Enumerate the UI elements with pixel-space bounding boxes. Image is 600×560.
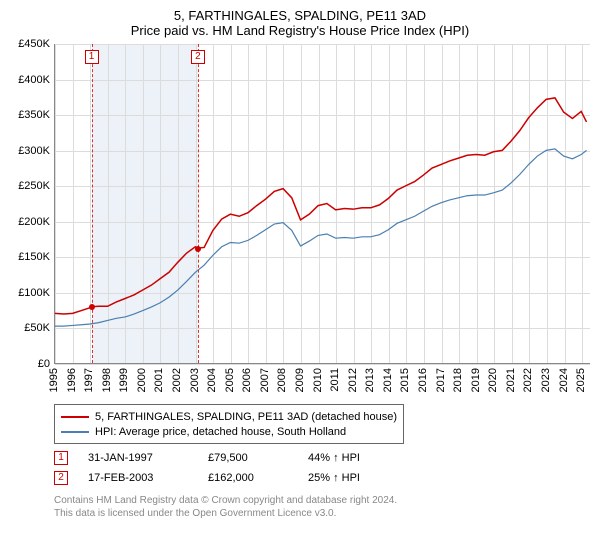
x-tick-label: 2011 bbox=[329, 368, 341, 392]
y-axis: £0£50K£100K£150K£200K£250K£300K£350K£400… bbox=[10, 44, 54, 400]
legend-label: HPI: Average price, detached house, Sout… bbox=[95, 426, 346, 438]
sale-date: 17-FEB-2003 bbox=[88, 472, 188, 484]
marker-line bbox=[92, 44, 93, 363]
x-tick-label: 2003 bbox=[189, 368, 201, 392]
y-tick-label: £450K bbox=[18, 38, 50, 50]
marker-badge: 2 bbox=[191, 50, 205, 64]
x-tick-label: 2014 bbox=[382, 368, 394, 392]
marker-line bbox=[198, 44, 199, 363]
x-tick-label: 2008 bbox=[276, 368, 288, 392]
y-tick-label: £300K bbox=[18, 145, 50, 157]
x-tick-label: 2018 bbox=[452, 368, 464, 392]
sale-delta: 44% ↑ HPI bbox=[308, 452, 398, 464]
x-tick-label: 2020 bbox=[487, 368, 499, 392]
chart-title: 5, FARTHINGALES, SPALDING, PE11 3AD bbox=[10, 8, 590, 23]
legend-item: 5, FARTHINGALES, SPALDING, PE11 3AD (det… bbox=[61, 409, 397, 424]
sale-price: £162,000 bbox=[208, 472, 288, 484]
x-tick-label: 2025 bbox=[575, 368, 587, 392]
sale-index-badge: 2 bbox=[54, 471, 68, 485]
x-tick-label: 2006 bbox=[241, 368, 253, 392]
x-tick-label: 2019 bbox=[470, 368, 482, 392]
legend-item: HPI: Average price, detached house, Sout… bbox=[61, 424, 397, 439]
legend-swatch bbox=[61, 431, 89, 433]
x-tick-label: 2000 bbox=[136, 368, 148, 392]
y-tick-label: £150K bbox=[18, 251, 50, 263]
marker-badge: 1 bbox=[85, 50, 99, 64]
y-tick-label: £200K bbox=[18, 216, 50, 228]
x-tick-label: 2007 bbox=[259, 368, 271, 392]
x-tick-label: 2013 bbox=[364, 368, 376, 392]
sales-table: 1 31-JAN-1997 £79,500 44% ↑ HPI 2 17-FEB-2003… bbox=[54, 448, 590, 488]
footer-line2: This data is licensed under the Open Gov… bbox=[54, 507, 590, 520]
x-tick-label: 1996 bbox=[66, 368, 78, 392]
sale-index-badge: 1 bbox=[54, 451, 68, 465]
x-tick-label: 2016 bbox=[417, 368, 429, 392]
sale-price: £79,500 bbox=[208, 452, 288, 464]
x-tick-label: 2012 bbox=[347, 368, 359, 392]
x-tick-label: 2005 bbox=[224, 368, 236, 392]
chart-subtitle: Price paid vs. HM Land Registry's House … bbox=[10, 23, 590, 38]
x-tick-label: 2002 bbox=[171, 368, 183, 392]
sale-row: 2 17-FEB-2003 £162,000 25% ↑ HPI bbox=[54, 468, 590, 488]
x-tick-label: 2001 bbox=[153, 368, 165, 392]
x-tick-label: 1997 bbox=[83, 368, 95, 392]
x-tick-label: 2015 bbox=[399, 368, 411, 392]
series-price_paid bbox=[55, 98, 587, 314]
marker-dot bbox=[195, 246, 201, 252]
series-hpi bbox=[55, 149, 587, 326]
y-tick-label: £350K bbox=[18, 109, 50, 121]
x-axis: 1995199619971998199920002001200220032004… bbox=[54, 364, 590, 400]
x-tick-label: 2009 bbox=[294, 368, 306, 392]
x-tick-label: 2010 bbox=[312, 368, 324, 392]
y-tick-label: £250K bbox=[18, 180, 50, 192]
sale-date: 31-JAN-1997 bbox=[88, 452, 188, 464]
x-tick-label: 2023 bbox=[540, 368, 552, 392]
chart-area: £0£50K£100K£150K£200K£250K£300K£350K£400… bbox=[10, 44, 590, 400]
x-tick-label: 2017 bbox=[435, 368, 447, 392]
x-tick-label: 2021 bbox=[505, 368, 517, 392]
footer-line1: Contains HM Land Registry data © Crown c… bbox=[54, 494, 590, 507]
x-tick-label: 1998 bbox=[101, 368, 113, 392]
y-tick-label: £50K bbox=[24, 322, 50, 334]
x-tick-label: 2004 bbox=[206, 368, 218, 392]
x-tick-label: 1999 bbox=[118, 368, 130, 392]
sale-row: 1 31-JAN-1997 £79,500 44% ↑ HPI bbox=[54, 448, 590, 468]
plot-area: 12 bbox=[54, 44, 590, 364]
legend-swatch bbox=[61, 416, 89, 418]
y-tick-label: £100K bbox=[18, 287, 50, 299]
footer: Contains HM Land Registry data © Crown c… bbox=[54, 494, 590, 520]
sale-delta: 25% ↑ HPI bbox=[308, 472, 398, 484]
legend-label: 5, FARTHINGALES, SPALDING, PE11 3AD (det… bbox=[95, 411, 397, 423]
y-tick-label: £400K bbox=[18, 74, 50, 86]
marker-dot bbox=[89, 304, 95, 310]
x-tick-label: 2024 bbox=[558, 368, 570, 392]
legend: 5, FARTHINGALES, SPALDING, PE11 3AD (det… bbox=[54, 404, 404, 444]
x-tick-label: 2022 bbox=[522, 368, 534, 392]
x-tick-label: 1995 bbox=[48, 368, 60, 392]
